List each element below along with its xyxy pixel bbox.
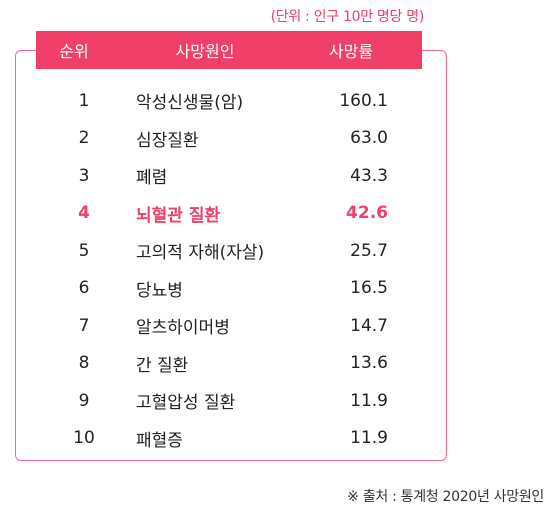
header-cause: 사망원인 (175, 42, 235, 61)
row-rate: 42.6 (346, 203, 388, 224)
row-cause: 패혈증 (136, 430, 183, 451)
row-rate: 63.0 (350, 128, 388, 149)
table-row: 1 악성신생물(암) 160.1 (36, 82, 422, 120)
row-rank: 2 (78, 128, 90, 149)
row-rate: 13.6 (350, 353, 388, 374)
table-row: 3 폐렴 43.3 (36, 157, 422, 195)
row-cause: 고의적 자해(자살) (136, 243, 265, 264)
row-rate: 11.9 (350, 390, 388, 411)
row-rate: 16.5 (350, 278, 388, 299)
table-header: 순위 사망원인 사망률 (36, 31, 422, 69)
row-cause: 폐렴 (136, 168, 168, 189)
row-cause: 악성신생물(암) (136, 93, 244, 114)
row-cause: 간 질환 (136, 355, 189, 376)
row-rank: 1 (78, 90, 90, 111)
row-rate: 11.9 (350, 428, 388, 449)
row-rank: 3 (78, 165, 90, 186)
row-cause: 알츠하이머병 (136, 318, 230, 339)
row-rank: 10 (73, 428, 95, 449)
row-rate: 43.3 (350, 165, 388, 186)
table-body: 1 악성신생물(암) 160.1 2 심장질환 63.0 3 폐렴 43.3 4… (36, 82, 422, 457)
row-rate: 160.1 (339, 90, 388, 111)
row-rate: 14.7 (350, 315, 388, 336)
table-row: 10 패혈증 11.9 (36, 420, 422, 458)
row-rate: 25.7 (350, 240, 388, 261)
source-note: ※ 출처 : 통계청 2020년 사망원인 (347, 489, 544, 505)
row-cause: 뇌혈관 질환 (136, 205, 221, 226)
row-rank: 8 (78, 353, 90, 374)
table-row-highlighted: 4 뇌혈관 질환 42.6 (36, 195, 422, 233)
header-rank: 순위 (59, 42, 89, 61)
table-row: 9 고혈압성 질환 11.9 (36, 382, 422, 420)
table-row: 2 심장질환 63.0 (36, 120, 422, 158)
header-rate: 사망률 (328, 42, 374, 61)
row-rank: 6 (78, 278, 90, 299)
table-row: 7 알츠하이머병 14.7 (36, 307, 422, 345)
table-row: 5 고의적 자해(자살) 25.7 (36, 232, 422, 270)
row-rank: 9 (78, 390, 90, 411)
row-cause: 당뇨병 (136, 280, 183, 301)
unit-note: (단위 : 인구 10만 명당 명) (270, 9, 425, 25)
row-cause: 심장질환 (136, 130, 199, 151)
row-rank: 5 (78, 240, 90, 261)
table-row: 6 당뇨병 16.5 (36, 270, 422, 308)
table-row: 8 간 질환 13.6 (36, 345, 422, 383)
row-rank: 7 (78, 315, 90, 336)
row-rank: 4 (78, 203, 90, 224)
row-cause: 고혈압성 질환 (136, 393, 236, 414)
